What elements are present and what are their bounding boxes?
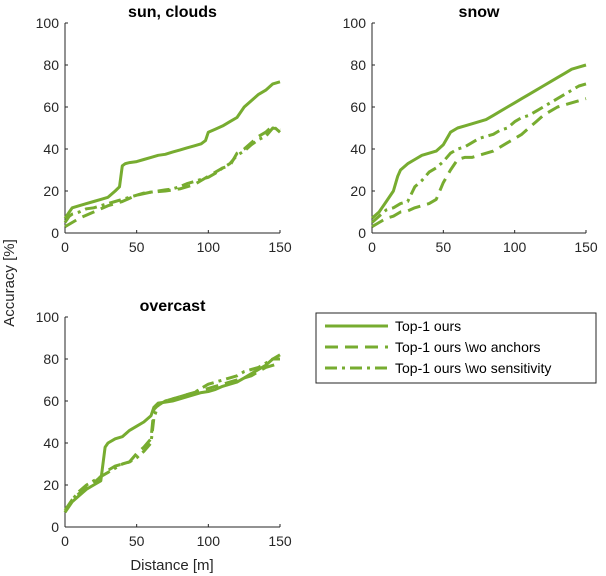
x-tick-label-overcast-0: 0 (61, 533, 69, 549)
y-tick-label-sun-clouds-80: 80 (43, 57, 59, 73)
x-tick-label-sun-clouds-100: 100 (197, 239, 221, 255)
series-line-overcast-top-1-ours (63, 353, 281, 514)
x-tick-label-overcast-150: 150 (268, 533, 292, 549)
y-tick-label-overcast-0: 0 (51, 519, 59, 535)
y-tick-label-overcast-20: 20 (43, 477, 59, 493)
subplot-overcast: overcast 0 20 40 60 80 100 0 50 100 150 (36, 298, 292, 549)
y-tick-label-snow-40: 40 (350, 141, 366, 157)
y-tick-label-overcast-40: 40 (43, 435, 59, 451)
series-line-snow-top-1-ours-wo-anchors (371, 97, 587, 228)
subplot-snow: snow 0 20 40 60 80 100 0 50 100 150 (343, 4, 598, 255)
x-tick-label-sun-clouds-150: 150 (268, 239, 292, 255)
chart-title-snow: snow (459, 4, 500, 21)
y-tick-label-sun-clouds-100: 100 (36, 15, 60, 31)
series-line-snow-top-1-ours-wo-sensitivity (371, 82, 587, 224)
y-tick-label-sun-clouds-0: 0 (51, 225, 59, 241)
x-tick-label-overcast-100: 100 (197, 533, 221, 549)
x-tick-label-snow-50: 50 (436, 239, 452, 255)
y-tick-label-snow-100: 100 (343, 15, 367, 31)
y-tick-label-snow-60: 60 (350, 99, 366, 115)
legend-label-top1-ours: Top-1 ours (395, 318, 461, 334)
x-tick-label-sun-clouds-50: 50 (129, 239, 145, 255)
y-tick-label-sun-clouds-40: 40 (43, 141, 59, 157)
y-tick-label-snow-20: 20 (350, 183, 366, 199)
series-line-snow-top-1-ours (371, 63, 587, 220)
y-tick-label-snow-0: 0 (358, 225, 366, 241)
x-tick-label-overcast-50: 50 (129, 533, 145, 549)
series-line-overcast-top-1-ours-wo-sensitivity (63, 357, 280, 514)
subplot-sun-clouds: sun, clouds 0 20 40 60 80 100 0 50 100 150 (36, 4, 292, 255)
series-line-sun-clouds-top-1-ours-wo-sensitivity (63, 126, 281, 224)
series-line-overcast-top-1-ours-wo-anchors (63, 361, 281, 512)
legend-label-wo-anchors: Top-1 ours \wo anchors (395, 339, 541, 355)
x-tick-label-sun-clouds-0: 0 (61, 239, 69, 255)
series-line-sun-clouds-top-1-ours-wo-anchors (64, 124, 281, 228)
legend-label-wo-sensitivity: Top-1 ours \wo sensitivity (395, 360, 551, 376)
y-tick-label-overcast-100: 100 (36, 309, 60, 325)
x-tick-label-snow-150: 150 (574, 239, 598, 255)
y-axis-title: Accuracy [%] (1, 239, 18, 327)
x-axis-title: Distance [m] (130, 557, 213, 574)
y-tick-label-overcast-60: 60 (43, 393, 59, 409)
y-tick-label-overcast-80: 80 (43, 351, 59, 367)
legend: Top-1 ours Top-1 ours \wo anchors Top-1 … (315, 312, 597, 384)
y-tick-label-sun-clouds-20: 20 (43, 183, 59, 199)
y-tick-label-sun-clouds-60: 60 (43, 99, 59, 115)
series-line-sun-clouds-top-1-ours (63, 80, 281, 220)
y-tick-label-snow-80: 80 (350, 57, 366, 73)
chart-title-sun-clouds: sun, clouds (128, 4, 217, 21)
x-tick-label-snow-0: 0 (368, 239, 376, 255)
x-tick-label-snow-100: 100 (503, 239, 527, 255)
chart-title-overcast: overcast (140, 298, 206, 315)
